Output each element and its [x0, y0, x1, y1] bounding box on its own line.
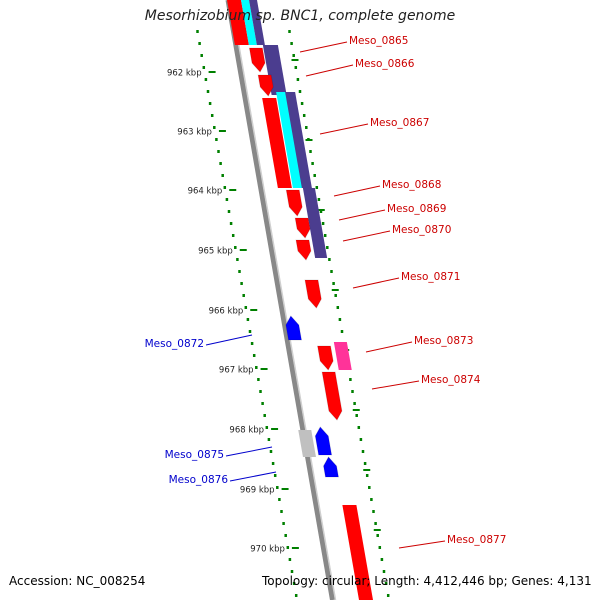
tick-label: 964 kbp [188, 187, 223, 197]
leader-line [305, 64, 354, 77]
tick-label: 963 kbp [177, 128, 212, 138]
gene-label-text: Meso_0871 [401, 271, 460, 283]
leader-line [338, 209, 386, 221]
gene-label-meso-0872: Meso_0872 [145, 334, 253, 350]
gene-label-meso-0866: Meso_0866 [305, 58, 415, 77]
gene-label-text: Meso_0876 [169, 474, 229, 486]
purple-feature [262, 45, 287, 95]
pink-feature [333, 342, 352, 370]
gene-label-meso-0867: Meso_0867 [319, 117, 429, 135]
leader-line [371, 380, 420, 390]
gene-label-text: Meso_0873 [414, 335, 473, 347]
gene-meso-0874-cds [321, 371, 343, 421]
purple-feature [285, 92, 312, 188]
tick-label: 969 kbp [240, 486, 275, 496]
gene-label-meso-0874: Meso_0874 [371, 374, 481, 390]
right-scale-line [288, 30, 390, 597]
gene-meso-0877-cds [342, 505, 373, 600]
gene-meso-0868-cds [262, 98, 292, 188]
tick-label: 962 kbp [167, 69, 202, 79]
leader-line [398, 540, 446, 549]
gene-meso-0873-cds [316, 345, 334, 371]
gene-meso-0870-cds [294, 217, 311, 239]
gene-meso-0866-cds [248, 47, 266, 73]
tick-label: 967 kbp [219, 366, 254, 376]
purple-feature [249, 0, 265, 45]
gene-meso-0871-cds [304, 279, 322, 309]
gene-label-text: Meso_0867 [370, 117, 429, 129]
leader-line [205, 334, 253, 346]
gene-label-text: Meso_0877 [447, 534, 506, 546]
gene-label-meso-0871: Meso_0871 [352, 271, 460, 289]
genome-summary-text: Topology: circular; Length: 4,412,446 bp… [262, 574, 592, 588]
leader-line [342, 230, 391, 242]
tick-label: 968 kbp [229, 426, 264, 436]
gene-label-meso-0865: Meso_0865 [299, 35, 408, 53]
leader-line [299, 41, 348, 53]
grey-feature [298, 430, 316, 457]
gene-label-text: Meso_0875 [165, 449, 224, 461]
left-scale-line [196, 30, 298, 597]
gene-label-text: Meso_0874 [421, 374, 481, 386]
cyan-feature [276, 92, 303, 188]
gene-meso-0867-cds [257, 74, 274, 97]
tick-label: 965 kbp [198, 247, 233, 257]
gene-meso-0870b-cds [295, 239, 312, 261]
purple-feature [302, 188, 328, 258]
gene-meso-0872-cds [285, 315, 303, 341]
gene-label-text: Meso_0866 [355, 58, 415, 70]
leader-line [225, 446, 273, 457]
gene-meso-0875-cds [314, 426, 333, 456]
gene-meso-0869-cds [285, 189, 303, 217]
leader-line [229, 471, 277, 482]
gene-meso-0865-cds [227, 0, 249, 45]
gene-label-meso-0869: Meso_0869 [338, 203, 446, 221]
tick-label: 970 kbp [250, 545, 285, 555]
gene-label-meso-0870: Meso_0870 [342, 224, 451, 242]
gene-label-text: Meso_0872 [145, 338, 204, 350]
map-title: Mesorhizobium sp. BNC1, complete genome [144, 8, 456, 24]
genome-backbone [225, 0, 335, 600]
leader-line [365, 341, 413, 353]
leader-line [319, 123, 369, 135]
gene-label-meso-0877: Meso_0877 [398, 534, 506, 549]
tick-label: 966 kbp [209, 307, 244, 317]
gene-label-meso-0875: Meso_0875 [165, 446, 273, 461]
gene-label-meso-0873: Meso_0873 [365, 335, 473, 353]
gene-label-text: Meso_0865 [349, 35, 408, 47]
gene-meso-0876-cds [323, 456, 340, 478]
gene-label-meso-0868: Meso_0868 [333, 179, 441, 197]
gene-label-text: Meso_0870 [392, 224, 451, 236]
genome-backbone-highlight [230, 0, 337, 600]
accession-text: Accession: NC_008254 [9, 574, 146, 588]
cyan-feature [241, 0, 257, 45]
leader-line [333, 185, 381, 197]
leader-line [352, 277, 400, 289]
gene-label-meso-0876: Meso_0876 [169, 471, 277, 486]
gene-label-text: Meso_0869 [387, 203, 446, 215]
gene-label-text: Meso_0868 [382, 179, 441, 191]
